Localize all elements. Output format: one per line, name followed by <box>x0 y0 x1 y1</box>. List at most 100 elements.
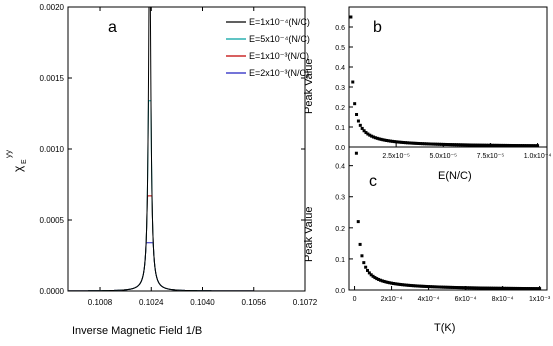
panel-b-point <box>449 143 453 147</box>
panel-b-point <box>413 141 417 145</box>
panel-a-y-tick-label: 0.0005 <box>40 216 65 225</box>
panel-b-point <box>445 143 449 146</box>
panel-c-point <box>502 286 506 290</box>
panel-b-point <box>353 102 357 106</box>
panel-c-point <box>460 286 464 290</box>
panel-c-point <box>525 287 529 291</box>
panel-c-point <box>382 279 386 283</box>
panel-c-point <box>399 283 403 287</box>
panel-c-point <box>469 286 473 290</box>
panel-b-point <box>402 141 406 145</box>
panel-c-point <box>493 286 497 290</box>
panel-c-point <box>489 286 493 290</box>
panel-b-point <box>358 123 362 127</box>
panel-a-y-label-sub: E <box>21 159 28 164</box>
panel-b-point <box>462 143 466 147</box>
panel-c-point <box>436 285 440 289</box>
panel-c-point <box>421 284 425 288</box>
panel-c-point <box>373 276 377 280</box>
panel-b-point <box>483 143 487 147</box>
panel-b-point <box>453 143 457 147</box>
panel-c-y-tick-label: 0.1 <box>335 257 345 264</box>
panel-b-point <box>356 119 360 123</box>
panel-c-letter: c <box>369 173 377 190</box>
panel-c-point <box>358 242 362 246</box>
panel-c-point <box>491 286 495 290</box>
panel-c-point <box>410 284 414 288</box>
panel-b-point <box>477 143 481 147</box>
panel-b-point <box>528 144 532 148</box>
panel-c-point <box>419 284 423 288</box>
panel-b-point <box>464 143 468 147</box>
panel-b-point <box>504 143 508 147</box>
panel-c-point <box>478 286 482 290</box>
panel-b-point <box>485 143 489 147</box>
panel-c-point <box>532 287 536 291</box>
panel-c-point <box>388 281 392 285</box>
panel-c-point <box>495 286 499 290</box>
panel-c-point <box>443 285 447 289</box>
panel-a-letter: a <box>108 19 117 36</box>
panel-b-letter: b <box>373 19 382 36</box>
panel-c-point <box>449 285 453 289</box>
panel-b-point <box>428 142 432 146</box>
panel-b-y-tick-label: 0.5 <box>335 45 345 52</box>
panel-c-point <box>504 286 508 290</box>
panel-b-point <box>432 142 436 146</box>
panel-a-x-axis-label: Inverse Magnetic Field 1/B <box>72 325 202 337</box>
panel-a-ticks: 0.1008 0.1024 0.1040 0.1056 0.1072 0.0000 0.00… <box>40 3 318 307</box>
panel-c-point <box>523 287 527 291</box>
panel-b-y-tick-label: 0.2 <box>335 105 345 112</box>
panel-b-x-tick-label: 1.0x10⁻⁴ <box>524 153 552 160</box>
panel-b-point <box>456 143 460 147</box>
panel-c-point <box>521 287 525 290</box>
panel-c-point <box>519 286 523 290</box>
panel-c-point <box>534 287 538 291</box>
panel-c-point <box>391 281 395 285</box>
panel-c-point <box>464 286 468 290</box>
panel-a-y-tick-label: 0.0000 <box>40 287 65 296</box>
panel-a-curves <box>68 7 305 291</box>
panel-c-point <box>393 282 397 286</box>
panel-c-x-tick-label: 6x10⁻⁴ <box>455 296 477 303</box>
panel-c-point <box>371 274 375 278</box>
panel-a-y-tick-label: 0.0010 <box>40 145 65 154</box>
panel-c-point <box>364 265 368 269</box>
panel-b-point <box>496 143 500 147</box>
panel-b-point <box>373 136 377 140</box>
panel-c-point <box>366 268 369 272</box>
panel-c-point <box>395 282 399 286</box>
panel-c-point <box>471 286 475 290</box>
panel-a-series-line <box>68 7 305 291</box>
panel-c-point <box>512 286 516 290</box>
panel-c-point <box>384 280 388 284</box>
panel-b-point <box>422 142 426 146</box>
panel-c-point <box>428 285 432 289</box>
panel-b-point <box>387 139 391 143</box>
panel-c-point <box>408 283 412 287</box>
panel-a-legend-label: E=1x10⁻⁴(N/C) <box>249 17 310 27</box>
panel-a-x-tick-label: 0.1008 <box>88 298 113 307</box>
panel-c-point <box>506 286 510 290</box>
panel-b-point <box>390 139 394 143</box>
panel-b-point <box>411 141 415 145</box>
panel-c-point <box>390 281 394 285</box>
panel-c-point <box>477 286 481 290</box>
panel-a-series-line <box>68 242 305 291</box>
panel-c-point <box>488 286 492 290</box>
panel-c-point <box>510 286 514 290</box>
panel-c-point <box>530 287 534 291</box>
panel-c-point <box>367 271 371 275</box>
panel-a-x-tick-label: 0.1056 <box>242 298 267 307</box>
panel-a-x-tick-label: 0.1072 <box>293 298 318 307</box>
panel-b-point <box>441 142 445 146</box>
panel-b-y-axis-label: Peak Value <box>303 59 315 114</box>
panel-c-point <box>401 283 405 287</box>
panel-b-point <box>392 140 396 144</box>
panel-b-point <box>454 143 458 147</box>
panel-a-y-tick-label: 0.0020 <box>40 3 65 12</box>
panel-c-point <box>454 286 458 290</box>
panel-c-x-tick-label: 4x10⁻⁴ <box>418 296 440 303</box>
panel-b-point <box>360 126 364 130</box>
